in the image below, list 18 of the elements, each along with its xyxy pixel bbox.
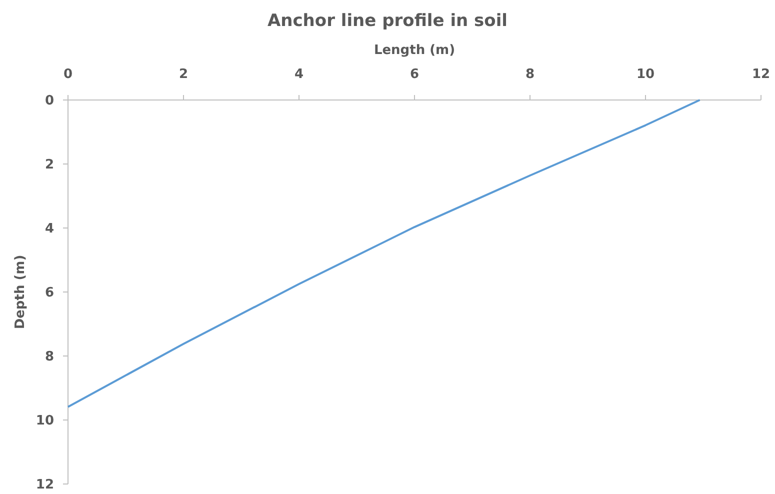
- x-tick-label: 0: [63, 67, 73, 82]
- x-tick-label: 4: [294, 67, 304, 82]
- line-series: [67, 99, 701, 408]
- y-tick-label: 4: [44, 222, 54, 237]
- y-tick-label: 0: [44, 94, 54, 109]
- y-tick-label: 6: [44, 286, 54, 301]
- x-tick-label: 10: [636, 67, 655, 82]
- x-axis-title: Length (m): [374, 43, 456, 58]
- x-tick-label: 12: [752, 67, 770, 82]
- y-tick-label: 8: [44, 350, 54, 365]
- chart-title: Anchor line profile in soil: [267, 11, 508, 31]
- y-tick-label: 10: [36, 414, 54, 429]
- x-tick-label: 6: [410, 67, 420, 82]
- y-tick-label: 12: [36, 478, 54, 493]
- y-axis-title: Depth (m): [13, 254, 28, 330]
- x-tick-label: 8: [525, 67, 535, 82]
- x-tick-label: 2: [178, 67, 188, 82]
- y-tick-label: 2: [44, 158, 54, 173]
